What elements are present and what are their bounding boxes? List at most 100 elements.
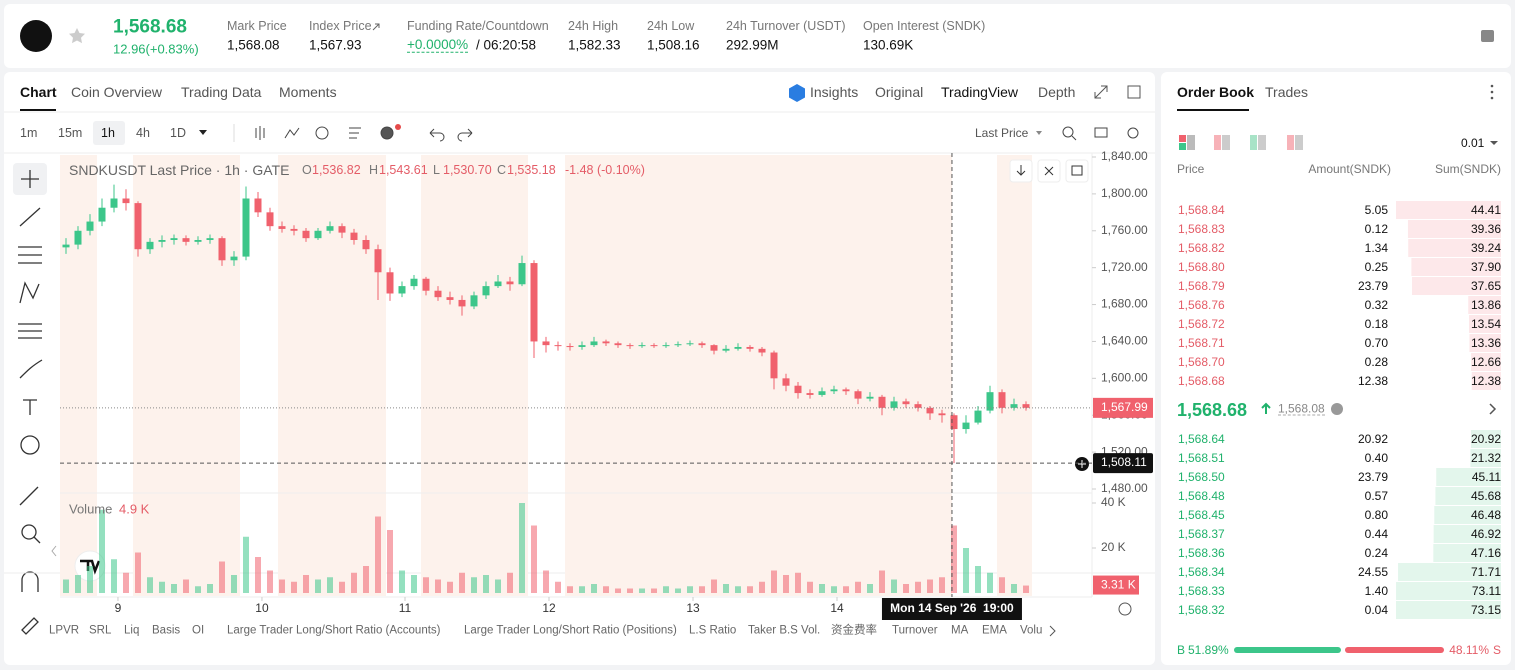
indicator[interactable]: Basis <box>152 624 181 637</box>
book-price[interactable]: 1,568.79 <box>1178 279 1225 293</box>
view-tab[interactable]: Depth <box>1038 84 1076 100</box>
interval[interactable]: 1h <box>101 125 115 140</box>
mark-price: 1,568.08 <box>1278 401 1325 416</box>
y-tick-label: 1,680.00 <box>1101 297 1148 311</box>
volume-bar <box>255 557 261 593</box>
book-price[interactable]: 1,568.80 <box>1178 260 1225 274</box>
depth-bar <box>1471 353 1501 371</box>
book-price[interactable]: 1,568.68 <box>1178 374 1225 388</box>
volume-bar <box>783 575 789 593</box>
chart-tab[interactable]: Coin Overview <box>71 84 163 100</box>
view-tab[interactable]: Insights <box>810 84 859 100</box>
settings-gear[interactable] <box>1118 602 1132 616</box>
caret[interactable] <box>1036 131 1042 135</box>
ohlc-key: O <box>302 162 312 177</box>
caret[interactable] <box>199 130 207 135</box>
book-price[interactable]: 1,568.72 <box>1178 317 1225 331</box>
book-price[interactable]: 1,568.33 <box>1178 584 1225 598</box>
interval[interactable]: 1D <box>170 125 186 140</box>
scroll-right[interactable] <box>1049 625 1056 637</box>
volume-bar <box>807 581 813 593</box>
volume-bar <box>459 572 465 593</box>
chart-tab[interactable]: Trading Data <box>181 84 262 100</box>
y-tick-label: 1,600.00 <box>1101 371 1148 385</box>
book-price[interactable]: 1,568.84 <box>1178 203 1225 217</box>
favorite-star[interactable] <box>69 28 85 44</box>
indicator[interactable]: LPVR <box>49 624 80 637</box>
x-tick-label: 14 <box>830 601 844 615</box>
book-tab[interactable]: Order Book <box>1177 84 1255 100</box>
pane-buttons[interactable] <box>1009 159 1089 183</box>
price-source[interactable]: Last Price <box>975 126 1029 140</box>
view-tab[interactable]: TradingView <box>941 84 1019 100</box>
candle-body <box>230 256 238 261</box>
depth-bar <box>1471 372 1501 390</box>
indicator[interactable]: L.S Ratio <box>689 624 737 637</box>
settings-icon[interactable] <box>1481 30 1494 42</box>
book-price[interactable]: 1,568.83 <box>1178 222 1225 236</box>
volume-bar <box>759 581 765 593</box>
interval[interactable]: 4h <box>136 125 150 140</box>
book-price[interactable]: 1,568.45 <box>1178 508 1225 522</box>
mid-price: 1,568.68 <box>1177 400 1248 420</box>
volume-bar <box>243 536 249 593</box>
candle-body <box>722 348 730 351</box>
book-price[interactable]: 1,568.64 <box>1178 432 1225 446</box>
book-amount: 0.44 <box>1364 527 1388 541</box>
chart-tab[interactable]: Moments <box>279 84 337 100</box>
volume-bar <box>447 581 453 593</box>
indicator[interactable]: EMA <box>982 624 1007 637</box>
chart-tab[interactable]: Chart <box>20 84 57 100</box>
y-tick-label: 1,840.00 <box>1101 149 1148 163</box>
window-icon[interactable] <box>1127 85 1141 99</box>
candle-body <box>266 212 274 227</box>
interval[interactable]: 15m <box>58 125 83 140</box>
candle-body <box>794 385 802 394</box>
indicator[interactable]: Turnover <box>892 624 938 637</box>
y-tick-label: 1,760.00 <box>1101 223 1148 237</box>
chevron[interactable] <box>1489 403 1497 415</box>
indicator[interactable]: 资金费率 <box>831 624 877 637</box>
interval[interactable]: 1m <box>20 125 38 140</box>
indicator[interactable]: SRL <box>89 624 112 637</box>
toolbar-icons[interactable] <box>255 126 1139 142</box>
book-price[interactable]: 1,568.48 <box>1178 489 1225 503</box>
book-price[interactable]: 1,568.32 <box>1178 603 1225 617</box>
drawing-tools[interactable] <box>18 170 43 635</box>
book-tab[interactable]: Trades <box>1265 84 1309 100</box>
indicator[interactable]: Taker B.S Vol. <box>748 624 821 637</box>
book-price[interactable]: 1,568.71 <box>1178 336 1225 350</box>
book-price[interactable]: 1,568.36 <box>1178 546 1225 560</box>
indicator[interactable]: Large Trader Long/Short Ratio (Accounts) <box>227 624 441 637</box>
indicator[interactable]: Liq <box>124 624 140 637</box>
tick-size[interactable]: 0.01 <box>1461 136 1485 150</box>
depth-bar <box>1411 277 1501 295</box>
book-price[interactable]: 1,568.82 <box>1178 241 1225 255</box>
book-price[interactable]: 1,568.70 <box>1178 355 1225 369</box>
caret[interactable] <box>1490 141 1498 145</box>
book-price[interactable]: 1,568.50 <box>1178 470 1225 484</box>
volume-bar <box>231 575 237 593</box>
sell-bar <box>1344 647 1444 653</box>
volume-bar <box>939 577 945 593</box>
expand-icon[interactable] <box>1094 85 1108 99</box>
indicator[interactable]: MA <box>951 624 969 637</box>
book-price[interactable]: 1,568.51 <box>1178 451 1225 465</box>
book-layout-icons[interactable] <box>1179 135 1303 150</box>
indicator[interactable]: Volu <box>1020 624 1043 637</box>
volume-bar <box>627 588 633 593</box>
book-price[interactable]: 1,568.37 <box>1178 527 1225 541</box>
volume-bar <box>435 579 441 593</box>
x-tick-label: 12 <box>542 601 556 615</box>
scroll-left[interactable] <box>51 545 57 557</box>
book-sum: 71.71 <box>1470 565 1501 579</box>
indicator[interactable]: Large Trader Long/Short Ratio (Positions… <box>464 624 677 637</box>
indicator[interactable]: OI <box>192 624 205 637</box>
book-price[interactable]: 1,568.76 <box>1178 298 1225 312</box>
ohlc-key: C <box>497 162 507 177</box>
view-tab[interactable]: Original <box>875 84 924 100</box>
volume-bar <box>963 548 969 593</box>
book-price[interactable]: 1,568.34 <box>1178 565 1225 579</box>
price-change: 12.96(+0.83%) <box>113 41 199 57</box>
x-tick-label: 13 <box>686 601 700 615</box>
